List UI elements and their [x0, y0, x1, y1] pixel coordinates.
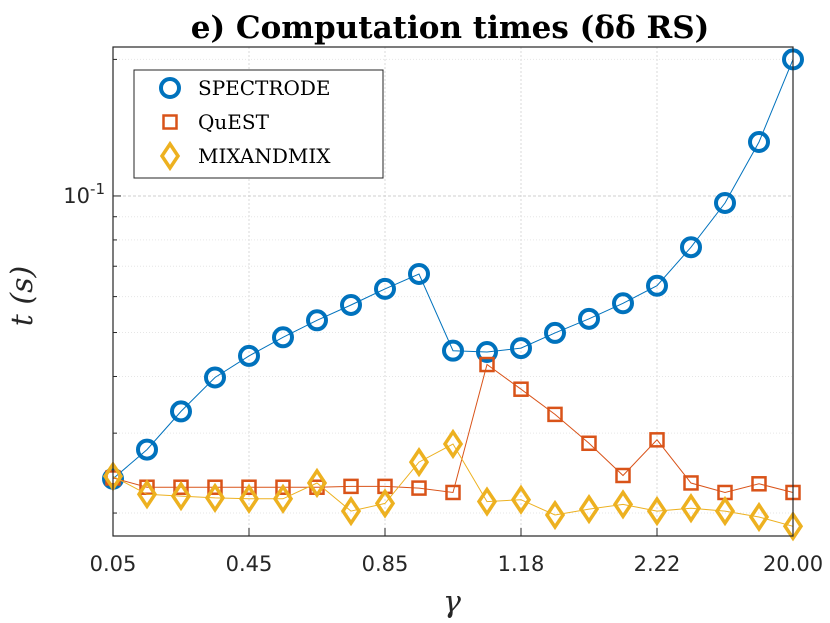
quest-point — [343, 478, 359, 495]
mixandmix-point — [748, 501, 770, 533]
spectrode-point — [476, 340, 498, 363]
spectrode-point — [340, 293, 362, 316]
quest-point — [173, 479, 189, 495]
y-axis-label: t (s) — [5, 266, 40, 326]
x-tick-label: 0.05 — [90, 552, 137, 576]
spectrode-point — [510, 337, 532, 360]
x-tick-label: 0.85 — [362, 552, 409, 576]
spectrode-point — [306, 309, 328, 332]
mixandmix-point — [510, 484, 532, 515]
chart-title: e) Computation times (δδ RS) — [191, 10, 710, 46]
mixandmix-point — [476, 486, 498, 517]
quest-point — [207, 479, 223, 495]
spectrode-point — [714, 191, 736, 214]
mixandmix-point — [544, 499, 566, 531]
spectrode-point — [272, 326, 294, 349]
x-tick-label: 0.45 — [226, 552, 273, 576]
spectrode-point — [204, 366, 226, 389]
mixandmix-point — [714, 495, 736, 527]
mixandmix-point — [136, 479, 158, 510]
quest-point — [683, 475, 699, 491]
mixandmix-point — [578, 493, 600, 525]
mixandmix-point — [408, 446, 430, 478]
mixandmix-point — [612, 489, 634, 520]
spectrode-point — [238, 344, 260, 367]
mixandmix-point — [442, 428, 464, 460]
legend-quest-marker — [162, 114, 178, 130]
mixandmix-point — [272, 483, 294, 514]
quest-point — [513, 381, 529, 397]
spectrode-point — [170, 400, 192, 423]
mixandmix-point — [238, 483, 260, 514]
axes-frame — [112, 46, 794, 537]
spectrode-point — [442, 339, 464, 362]
mixandmix-point — [340, 495, 362, 527]
spectrode-point — [408, 262, 430, 285]
legend-label-spectrode: SPECTRODE — [198, 76, 331, 100]
x-tick-label: 2.22 — [634, 552, 681, 576]
spectrode-point — [374, 277, 396, 300]
x-axis-label: γ — [443, 585, 461, 620]
quest-point — [751, 476, 767, 492]
quest-point — [615, 467, 631, 484]
legend-spectrode-marker — [159, 77, 181, 99]
y-tick-label: 10-1 — [63, 180, 105, 208]
quest-point — [411, 480, 427, 496]
quest-point — [547, 406, 563, 423]
mixandmix-point — [680, 493, 702, 524]
spectrode-line — [112, 59, 794, 480]
x-tick-label: 1.18 — [498, 552, 545, 576]
mixandmix-point — [204, 482, 226, 514]
mixandmix-point — [646, 495, 668, 527]
mixandmix-line — [112, 443, 794, 527]
x-tick-label: 20.00 — [763, 552, 823, 576]
mixandmix-point — [782, 511, 804, 542]
quest-point — [241, 479, 257, 495]
spectrode-point — [544, 321, 566, 344]
spectrode-point — [646, 274, 668, 297]
quest-point — [581, 435, 597, 452]
spectrode-point — [578, 307, 600, 330]
plot-area: 0.05 0.45 0.85 1.18 2.22 20.00 10-1 — [63, 46, 823, 576]
legend-label-quest: QuEST — [198, 110, 270, 134]
mixandmix-point — [170, 480, 192, 512]
quest-point — [479, 356, 495, 373]
mixandmix-point — [306, 467, 328, 499]
legend-mixandmix-marker — [159, 140, 181, 172]
spectrode-point — [612, 292, 634, 315]
quest-line — [112, 363, 794, 494]
spectrode-point — [748, 131, 770, 154]
spectrode-point — [136, 438, 158, 461]
quest-point — [445, 484, 461, 501]
legend-label-mixandmix: MIXANDMIX — [198, 144, 331, 168]
quest-point — [275, 479, 291, 495]
mixandmix-point — [374, 488, 396, 519]
legend: SPECTRODE QuEST MIXANDMIX — [133, 69, 384, 179]
quest-point — [649, 432, 665, 448]
spectrode-point — [680, 236, 702, 259]
